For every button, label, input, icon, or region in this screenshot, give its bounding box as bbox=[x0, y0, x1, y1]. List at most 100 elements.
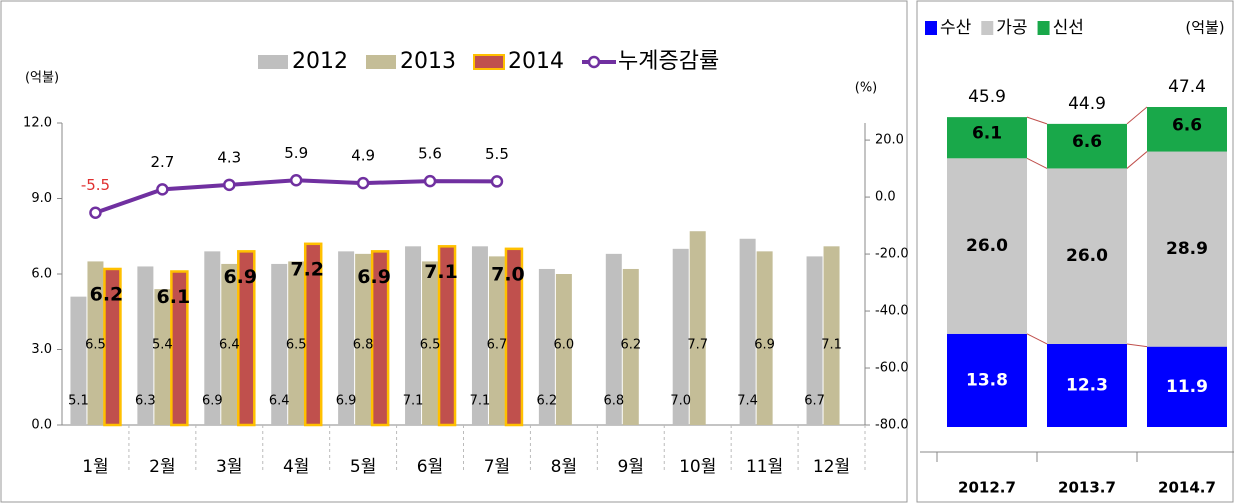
bar bbox=[689, 231, 706, 425]
bar bbox=[488, 256, 505, 425]
bar bbox=[338, 251, 355, 425]
bar bbox=[622, 268, 639, 425]
bar bbox=[555, 274, 572, 425]
value-label: 6.9 bbox=[357, 266, 391, 288]
legend-swatch bbox=[473, 54, 505, 70]
value-label: 6.5 bbox=[85, 338, 106, 353]
value-label: 5.4 bbox=[152, 338, 173, 353]
line-label: -5.5 bbox=[81, 176, 110, 194]
value-label: 5.1 bbox=[68, 394, 89, 409]
total-label: 47.4 bbox=[1168, 77, 1206, 97]
bar-segment bbox=[1047, 168, 1127, 344]
bar-segment bbox=[1047, 343, 1127, 427]
y2-tick-label: -80.0 bbox=[875, 418, 909, 433]
legend-swatch bbox=[366, 55, 396, 69]
bar bbox=[370, 250, 390, 427]
line-marker bbox=[490, 175, 504, 188]
line-label: 4.3 bbox=[217, 148, 241, 166]
bar-segment bbox=[947, 158, 1027, 334]
value-label: 6.9 bbox=[202, 394, 223, 409]
x-tick-label: 12월 bbox=[813, 457, 850, 477]
bar bbox=[504, 247, 524, 427]
y-tick-label: 12.0 bbox=[23, 116, 52, 131]
line-marker bbox=[156, 183, 169, 196]
y-tick-label: 6.0 bbox=[31, 267, 52, 282]
segment-label: 6.6 bbox=[1072, 132, 1102, 152]
bar bbox=[237, 250, 256, 427]
legend-swatch bbox=[925, 21, 937, 35]
segment-label: 6.6 bbox=[1172, 115, 1202, 135]
y-tick-label: 3.0 bbox=[31, 342, 52, 357]
connector bbox=[1126, 106, 1148, 125]
x-tick-label: 3월 bbox=[216, 457, 242, 477]
value-label: 6.5 bbox=[420, 338, 441, 353]
legend-label: 2012 bbox=[292, 49, 348, 74]
bar-segment bbox=[1047, 123, 1127, 169]
line-label: 5.9 bbox=[284, 144, 308, 162]
connector bbox=[1026, 157, 1048, 169]
segment-label: 26.0 bbox=[966, 236, 1008, 256]
segment-label: 11.9 bbox=[1166, 377, 1208, 397]
y2-tick-label: 0.0 bbox=[875, 190, 896, 205]
bar bbox=[303, 242, 323, 427]
connector bbox=[1126, 343, 1148, 348]
value-label: 6.9 bbox=[336, 394, 357, 409]
value-label: 7.0 bbox=[491, 263, 525, 285]
x-tick-label: 10월 bbox=[679, 457, 716, 477]
bar-segment bbox=[1147, 107, 1227, 152]
value-label: 6.2 bbox=[537, 394, 558, 409]
bar bbox=[271, 263, 288, 425]
value-label: 7.4 bbox=[737, 394, 758, 409]
bar bbox=[806, 256, 823, 425]
connector bbox=[1126, 151, 1148, 169]
value-label: 7.1 bbox=[424, 261, 458, 283]
bar bbox=[672, 248, 689, 425]
value-label: 6.4 bbox=[219, 338, 240, 353]
legend-label: 가공 bbox=[996, 18, 1027, 38]
bar bbox=[170, 270, 189, 427]
y2-tick-label: -60.0 bbox=[875, 361, 909, 376]
bar bbox=[70, 296, 87, 425]
value-label: 7.0 bbox=[670, 394, 691, 409]
value-label: 6.3 bbox=[135, 394, 156, 409]
x-tick-label: 1월 bbox=[82, 457, 108, 477]
x-tick-label: 8월 bbox=[551, 457, 577, 477]
bar bbox=[355, 253, 372, 425]
value-label: 7.2 bbox=[290, 258, 324, 280]
y2-tick-label: -20.0 bbox=[875, 247, 909, 262]
legend-label: 누계증감률 bbox=[618, 49, 719, 74]
x-tick-label: 5월 bbox=[350, 457, 376, 477]
legend-marker bbox=[587, 55, 601, 69]
line-label: 4.9 bbox=[351, 147, 375, 165]
connector bbox=[1026, 333, 1048, 345]
value-label: 6.2 bbox=[620, 338, 641, 353]
line-label: 5.5 bbox=[485, 145, 509, 163]
left-frame bbox=[0, 0, 908, 503]
x-tick-label: 2014.7 bbox=[1158, 479, 1216, 497]
bar-segment bbox=[947, 333, 1027, 427]
segment-label: 26.0 bbox=[1066, 246, 1108, 266]
value-label: 6.7 bbox=[487, 338, 508, 353]
bar bbox=[154, 289, 171, 425]
value-label: 7.1 bbox=[821, 338, 842, 353]
value-label: 6.4 bbox=[269, 394, 290, 409]
bar bbox=[422, 261, 439, 425]
bar-segment bbox=[1147, 151, 1227, 347]
line-marker bbox=[223, 178, 236, 192]
total-label: 44.9 bbox=[1068, 94, 1106, 114]
line-label: 5.6 bbox=[418, 145, 442, 163]
line-marker bbox=[289, 174, 303, 187]
bar bbox=[103, 267, 122, 427]
bar bbox=[756, 251, 773, 425]
bar bbox=[538, 268, 555, 425]
legend-swatch bbox=[981, 21, 994, 35]
line-marker bbox=[89, 206, 102, 219]
connector bbox=[1026, 116, 1048, 125]
y2-tick-label: 20.0 bbox=[875, 133, 904, 148]
x-tick-label: 9월 bbox=[618, 457, 644, 477]
bar bbox=[605, 253, 622, 425]
value-label: 6.2 bbox=[90, 283, 124, 305]
value-label: 7.1 bbox=[470, 394, 491, 409]
bar-segment bbox=[947, 117, 1027, 159]
